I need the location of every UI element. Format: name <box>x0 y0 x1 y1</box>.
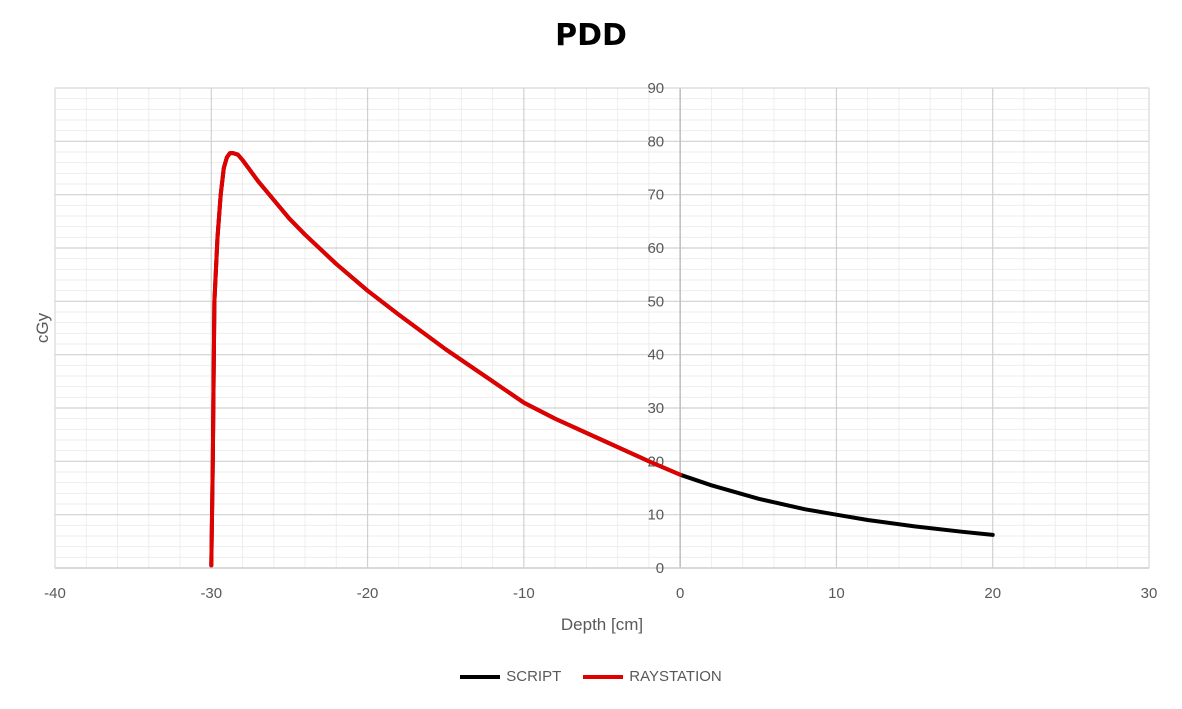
x-tick-label: 0 <box>676 585 684 602</box>
legend-label: RAYSTATION <box>629 668 722 685</box>
x-tick-label: 10 <box>828 585 845 602</box>
y-tick-label: 60 <box>647 240 664 257</box>
y-tick-label: 0 <box>656 560 664 577</box>
y-tick-label: 30 <box>647 400 664 417</box>
major-gridlines <box>54 87 1150 569</box>
y-tick-label: 90 <box>647 80 664 97</box>
x-tick-label: -20 <box>357 585 379 602</box>
y-tick-label: 10 <box>647 507 664 524</box>
x-tick-labels: -40 -30 -20 -10 0 10 20 30 <box>44 585 1157 602</box>
x-tick-label: -40 <box>44 585 66 602</box>
y-tick-label: 50 <box>647 293 664 310</box>
y-tick-label: 70 <box>647 187 664 204</box>
legend-entry: SCRIPT <box>460 668 561 685</box>
series-line-script <box>209 151 995 568</box>
x-axis-label: Depth [cm] <box>561 615 643 634</box>
axes <box>54 87 1150 569</box>
legend-entry: RAYSTATION <box>583 668 722 685</box>
chart-title: PDD <box>555 18 627 53</box>
legend-swatch <box>583 674 624 679</box>
legend-swatch <box>460 674 501 679</box>
series-lines <box>209 151 995 568</box>
y-axis-label: cGy <box>33 312 52 343</box>
x-tick-label: -10 <box>513 585 535 602</box>
y-tick-label: 80 <box>647 133 664 150</box>
x-tick-label: -30 <box>200 585 222 602</box>
plot-frame <box>54 87 1150 569</box>
legend: SCRIPT RAYSTATION <box>0 668 1182 685</box>
minor-gridlines <box>55 88 1149 568</box>
legend-label: SCRIPT <box>506 668 562 685</box>
x-tick-label: 30 <box>1141 585 1158 602</box>
x-tick-label: 20 <box>984 585 1001 602</box>
series-line-raystation <box>209 151 683 568</box>
y-tick-label: 40 <box>647 347 664 364</box>
